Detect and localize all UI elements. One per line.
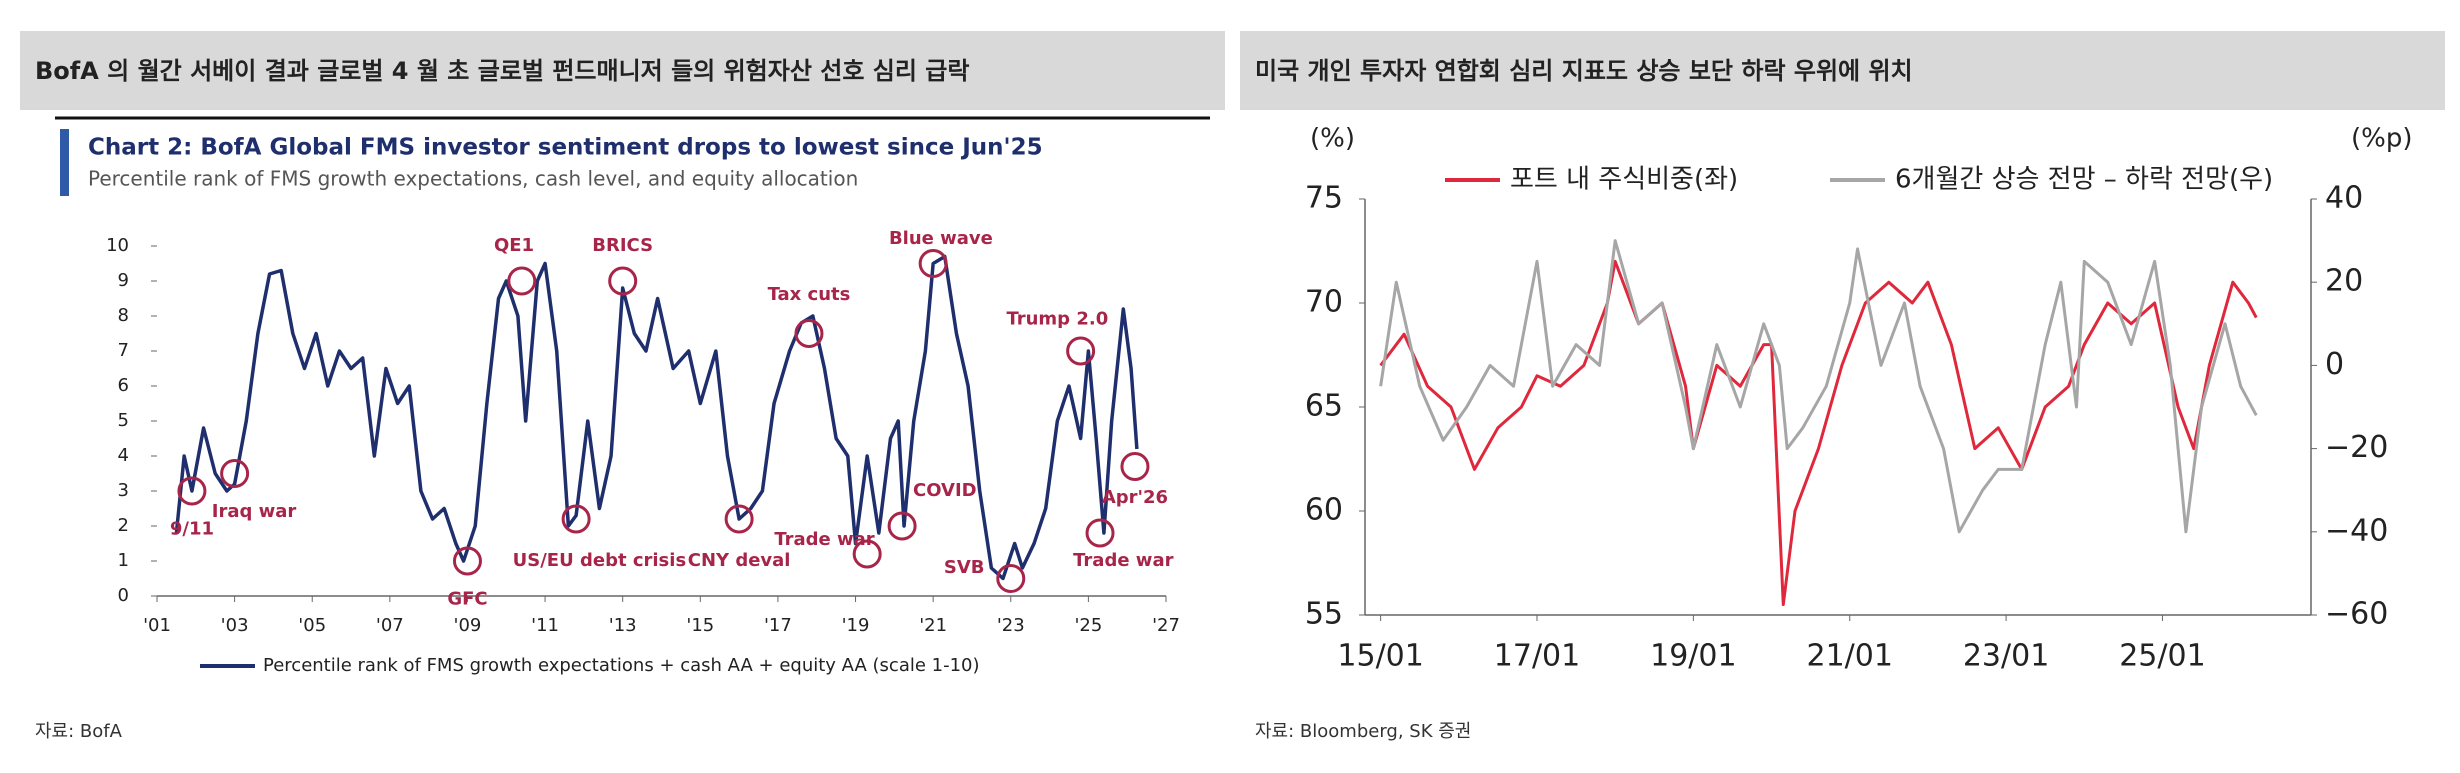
- y-tick-label: 60: [1305, 493, 1343, 528]
- x-tick-label: 17/01: [1494, 639, 1580, 674]
- annotation: Trade war: [1073, 550, 1173, 571]
- annotation-circle: [887, 511, 917, 541]
- annotation: GFC: [447, 589, 487, 610]
- y2-tick-label: −60: [2325, 597, 2388, 632]
- x-tick-label: '15: [686, 615, 714, 636]
- annotation-circle: [507, 266, 537, 296]
- x-tick-label: '01: [143, 615, 171, 636]
- legend-label: Percentile rank of FMS growth expectatio…: [263, 655, 980, 676]
- title-bar: [60, 129, 69, 196]
- annotation: Trump 2.0: [1006, 309, 1108, 330]
- y2-tick-label: 0: [2325, 347, 2344, 382]
- header-band: [1240, 31, 2445, 110]
- x-tick-label: 25/01: [2119, 639, 2205, 674]
- y-tick-label: 10: [106, 235, 129, 256]
- x-tick-label: '17: [764, 615, 792, 636]
- annotation: SVB: [944, 557, 985, 578]
- x-tick-label: '05: [298, 615, 326, 636]
- x-tick-label: '11: [531, 615, 559, 636]
- annotation: Iraq war: [212, 501, 297, 522]
- y2-tick-label: −40: [2325, 513, 2388, 548]
- y-tick-label: 2: [118, 515, 129, 536]
- header-title: 미국 개인 투자자 연합회 심리 지표도 상승 보단 하락 우위에 위치: [1255, 57, 1913, 85]
- legend-label: 6개월간 상승 전망 – 하락 전망(우): [1895, 165, 2273, 195]
- y-axis-label: (%): [1310, 124, 1355, 154]
- y-tick-label: 8: [118, 305, 129, 326]
- x-tick-label: '21: [919, 615, 947, 636]
- annotation-circle: [561, 504, 591, 534]
- annotation: US/EU debt crisis: [513, 550, 687, 571]
- x-tick-label: '13: [609, 615, 637, 636]
- annotation-circle: [608, 266, 638, 296]
- x-tick-label: '09: [454, 615, 482, 636]
- annotation-circle: [794, 319, 824, 348]
- x-tick-label: 23/01: [1963, 639, 2049, 674]
- y-tick-label: 1: [118, 550, 129, 571]
- series-line: [1379, 239, 2258, 534]
- x-tick-label: 19/01: [1650, 639, 1736, 674]
- annotation: Tax cuts: [768, 284, 851, 305]
- annotation-circle: [1066, 336, 1096, 366]
- y-tick-label: 70: [1305, 285, 1343, 320]
- header-band: [20, 31, 1225, 110]
- annotation: CNY deval: [688, 550, 791, 571]
- annotation-circle: [1120, 452, 1150, 481]
- x-tick-label: '03: [221, 615, 249, 636]
- y-tick-label: 7: [118, 340, 129, 361]
- chart-subtitle: Percentile rank of FMS growth expectatio…: [88, 167, 858, 191]
- annotation: QE1: [494, 235, 534, 256]
- y-tick-label: 0: [118, 585, 129, 606]
- legend-label: 포트 내 주식비중(좌): [1510, 165, 1738, 195]
- y-tick-label: 5: [118, 410, 129, 431]
- annotation-circle: [852, 539, 882, 569]
- y-tick-label: 4: [118, 445, 129, 466]
- y-tick-label: 6: [118, 375, 129, 396]
- y2-tick-label: −20: [2325, 430, 2388, 465]
- annotation: BRICS: [592, 235, 653, 256]
- series-line: [174, 254, 1139, 581]
- y2-tick-label: 20: [2325, 264, 2363, 299]
- annotation-circle: [177, 476, 207, 506]
- x-tick-label: '23: [997, 615, 1025, 636]
- annotation-circle: [918, 249, 948, 278]
- annotation-circle: [220, 459, 250, 488]
- y2-axis-label: (%p): [2351, 124, 2413, 154]
- annotation-circle: [724, 504, 754, 534]
- x-tick-label: '25: [1074, 615, 1102, 636]
- annotation: Trade war: [774, 529, 874, 550]
- series-line: [1379, 259, 2258, 607]
- y-tick-label: 75: [1305, 181, 1343, 216]
- annotation: COVID: [913, 480, 977, 501]
- x-tick-label: '07: [376, 615, 404, 636]
- annotation-circle: [1085, 518, 1115, 548]
- x-tick-label: '27: [1152, 615, 1180, 636]
- source: 자료: Bloomberg, SK 증권: [1255, 721, 1471, 742]
- y-tick-label: 55: [1305, 597, 1343, 632]
- y-tick-label: 3: [118, 480, 129, 501]
- y-tick-label: 65: [1305, 389, 1343, 424]
- y-tick-label: 9: [118, 270, 129, 291]
- source: 자료: BofA: [35, 721, 123, 742]
- x-tick-label: 15/01: [1337, 639, 1423, 674]
- chart-title: Chart 2: BofA Global FMS investor sentim…: [88, 135, 1043, 161]
- x-tick-label: '19: [842, 615, 870, 636]
- header-title: BofA 의 월간 서베이 결과 글로벌 4 월 초 글로벌 펀드매니저 들의 …: [35, 57, 969, 85]
- annotation: 9/11: [170, 519, 214, 540]
- annotation: Blue wave: [889, 228, 993, 249]
- x-tick-label: 21/01: [1806, 639, 1892, 674]
- y2-tick-label: 40: [2325, 181, 2363, 216]
- annotation-circle: [452, 546, 482, 576]
- annotation-circle: [996, 564, 1026, 593]
- annotation: Apr'26: [1102, 487, 1168, 508]
